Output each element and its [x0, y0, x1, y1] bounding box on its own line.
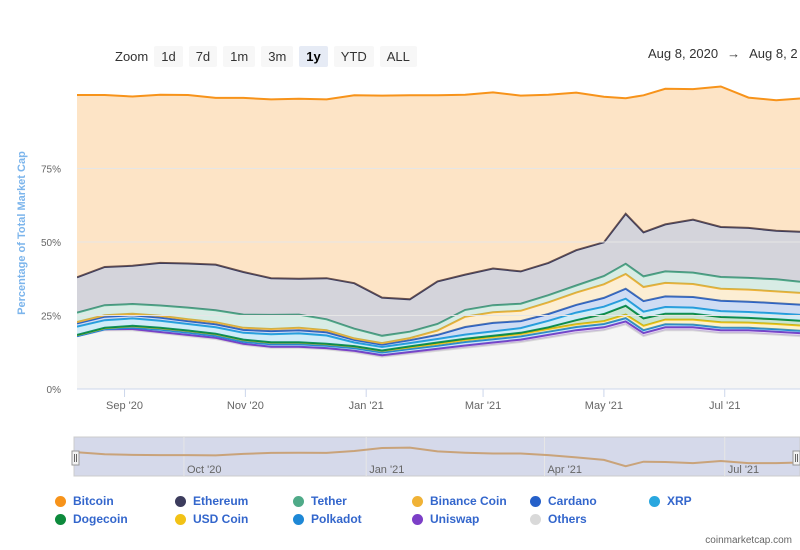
line-dogecoin [77, 304, 800, 352]
zoom-1d-button[interactable]: 1d [154, 45, 183, 67]
legend-label: Ethereum [193, 494, 249, 508]
legend-item-ethereum[interactable]: Ethereum [175, 494, 248, 508]
legend-item-tether[interactable]: Tether [293, 494, 347, 508]
area-usd-coin [77, 314, 800, 353]
y-tick-label: 25% [41, 312, 61, 323]
legend-label: Tether [311, 494, 347, 508]
navigator-label: Jan '21 [369, 464, 404, 476]
legend-label: Cardano [548, 494, 597, 508]
line-xrp [77, 297, 800, 349]
legend-marker-icon [293, 513, 304, 525]
legend-label: Dogecoin [73, 512, 128, 526]
area-uniswap [77, 321, 800, 357]
range-arrow-icon: → [727, 46, 741, 61]
y-tick-label: 50% [41, 238, 61, 249]
zoom-7d-button[interactable]: 7d [188, 45, 218, 67]
line-uniswap [77, 320, 800, 357]
navigator-series [76, 446, 800, 468]
legend-item-uniswap[interactable]: Uniswap [412, 512, 479, 526]
legend-marker-icon [175, 495, 186, 507]
y-axis-title: Percentage of Total Market Cap [16, 151, 28, 315]
legend-marker-icon [55, 513, 66, 525]
navigator-label: Jul '21 [728, 464, 759, 476]
zoom-label: Zoom [115, 48, 149, 64]
legend-marker-icon [412, 513, 423, 525]
legend-label: USD Coin [193, 512, 249, 526]
y-tick-label: 75% [41, 165, 61, 176]
legend-marker-icon [175, 513, 186, 525]
x-tick-label: Nov '20 [227, 400, 264, 412]
area-others [77, 324, 800, 389]
line-bitcoin [77, 85, 800, 102]
area-xrp [77, 298, 800, 351]
navigator-mask [73, 436, 800, 477]
legend-marker-icon [530, 513, 541, 525]
stacked-areas [77, 85, 800, 389]
date-range: Aug 8, 2020 → Aug 8, 2 [648, 46, 798, 61]
range-to-input[interactable]: Aug 8, 2 [749, 46, 798, 61]
navigator-label: Apr '21 [547, 464, 582, 476]
line-others [77, 323, 800, 358]
legend-item-cardano[interactable]: Cardano [530, 494, 597, 508]
x-tick-label: Jul '21 [709, 400, 740, 412]
zoom-3m-button[interactable]: 3m [261, 45, 294, 67]
area-cardano [77, 288, 800, 347]
navigator-left-handle[interactable] [71, 450, 80, 466]
legend-item-xrp[interactable]: XRP [649, 494, 692, 508]
navigator-label: Oct '20 [187, 464, 222, 476]
line-polkadot [77, 317, 800, 354]
zoom-1m-button[interactable]: 1m [223, 45, 256, 67]
line-ethereum [77, 212, 800, 301]
legend-item-others[interactable]: Others [530, 512, 587, 526]
zoom-all-button[interactable]: ALL [379, 45, 417, 67]
zoom-ytd-button[interactable]: YTD [333, 45, 374, 67]
x-tick-label: Mar '21 [465, 400, 501, 412]
area-tether [77, 263, 800, 344]
legend-label: Polkadot [311, 512, 362, 526]
x-tick-label: Jan '21 [349, 400, 384, 412]
legend-item-binance-coin[interactable]: Binance Coin [412, 494, 507, 508]
legend-label: Others [548, 512, 587, 526]
y-tick-label: 0% [47, 385, 62, 396]
legend-item-dogecoin[interactable]: Dogecoin [55, 512, 128, 526]
legend-marker-icon [412, 495, 423, 507]
area-bitcoin [77, 86, 800, 300]
range-from-input[interactable]: Aug 8, 2020 [648, 46, 719, 61]
legend-label: Binance Coin [430, 494, 507, 508]
zoom-toolbar: Zoom 1d 7d 1m 3m 1y YTD ALL [115, 44, 423, 68]
line-cardano [77, 287, 800, 346]
area-polkadot [77, 318, 800, 356]
navigator[interactable]: Oct '20 Jan '21 Apr '21 Jul '21 [71, 436, 800, 477]
legend-item-polkadot[interactable]: Polkadot [293, 512, 362, 526]
legend-marker-icon [530, 495, 541, 507]
legend-marker-icon [55, 495, 66, 507]
x-tick-label: May '21 [585, 400, 623, 412]
legend-item-bitcoin[interactable]: Bitcoin [55, 494, 114, 508]
legend-marker-icon [293, 495, 304, 507]
credit-link[interactable]: coinmarketcap.com [705, 535, 792, 546]
legend-marker-icon [649, 495, 660, 507]
x-tick-label: Sep '20 [106, 400, 143, 412]
legend-label: XRP [667, 494, 692, 508]
legend-item-usd-coin[interactable]: USD Coin [175, 512, 248, 526]
legend-label: Bitcoin [73, 494, 114, 508]
zoom-1y-button[interactable]: 1y [299, 45, 328, 67]
legend-label: Uniswap [430, 512, 480, 526]
line-binance-coin [77, 272, 800, 345]
navigator-right-handle[interactable] [792, 450, 800, 466]
area-ethereum [77, 213, 800, 336]
line-tether [77, 262, 800, 337]
x-axis: Sep '20 Nov '20 Jan '21 Mar '21 May '21 Jul '… [77, 388, 800, 412]
